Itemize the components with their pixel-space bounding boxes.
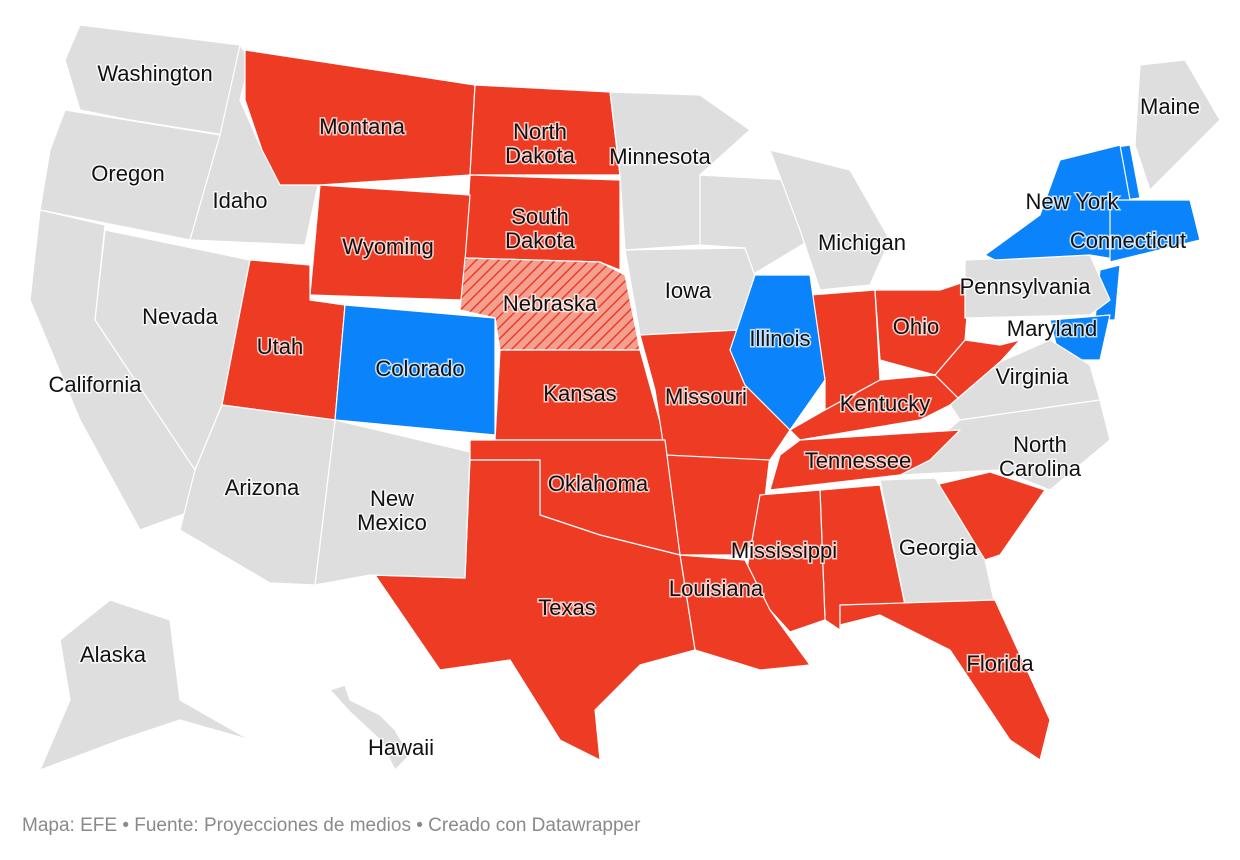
state-label: Montana bbox=[319, 114, 405, 139]
state-label: Wyoming bbox=[342, 234, 434, 259]
state-label: Georgia bbox=[899, 535, 978, 560]
state-label: Virginia bbox=[996, 364, 1070, 389]
state-shape bbox=[789, 374, 961, 441]
state-shape bbox=[609, 91, 751, 251]
state-label: South Dakota bbox=[505, 204, 575, 253]
state-label: Ohio bbox=[893, 314, 939, 339]
state-shape bbox=[769, 429, 961, 491]
state-label: Minnesota bbox=[609, 144, 711, 169]
state-shape bbox=[1134, 59, 1221, 191]
state-label: Kentucky bbox=[840, 391, 931, 416]
state-label: Utah bbox=[257, 334, 303, 359]
state-label: Alaska bbox=[80, 642, 147, 667]
state-label: Connecticut bbox=[1070, 228, 1186, 253]
state-label: Michigan bbox=[818, 230, 906, 255]
state-shape bbox=[879, 477, 996, 606]
state-label: Florida bbox=[966, 651, 1034, 676]
state-label: Louisiana bbox=[669, 576, 764, 601]
state-label: Kansas bbox=[543, 381, 616, 406]
state-label: New York bbox=[1026, 189, 1120, 214]
state-label: Arizona bbox=[225, 475, 300, 500]
state-label: Mississippi bbox=[731, 538, 837, 563]
state-label: New Mexico bbox=[357, 486, 427, 535]
state-label: California bbox=[49, 372, 143, 397]
state-label: North Dakota bbox=[505, 119, 575, 168]
state-label: Illinois bbox=[749, 326, 810, 351]
state-shapes bbox=[29, 24, 1221, 771]
state-shape bbox=[839, 599, 1051, 761]
state-label: Washington bbox=[97, 61, 212, 86]
state-label: Colorado bbox=[375, 356, 464, 381]
state-label: Hawaii bbox=[368, 735, 434, 760]
footer: Mapa: EFE • Fuente: Proyecciones de medi… bbox=[22, 815, 641, 836]
state-label: Missouri bbox=[665, 384, 747, 409]
map: Washington Oregon Idaho Montana North Dakota S… bbox=[29, 24, 1221, 771]
state-shape bbox=[179, 404, 336, 586]
state-label: Tennessee bbox=[805, 448, 911, 473]
state-label: North Carolina bbox=[999, 432, 1082, 481]
state-shape bbox=[329, 684, 411, 771]
state-shape bbox=[769, 149, 891, 291]
state-label: Nebraska bbox=[503, 291, 598, 316]
state-label: Nevada bbox=[142, 304, 219, 329]
state-shape bbox=[39, 599, 251, 771]
state-label: Pennsylvania bbox=[960, 274, 1092, 299]
state-shape bbox=[1109, 199, 1201, 263]
state-shape bbox=[374, 459, 696, 761]
state-label: Oklahoma bbox=[548, 471, 649, 496]
state-shape bbox=[874, 279, 971, 376]
state-label: Maryland bbox=[1007, 316, 1097, 341]
state-label: Iowa bbox=[665, 278, 712, 303]
state-label: Texas bbox=[538, 595, 595, 620]
state-shape bbox=[39, 109, 221, 241]
state-label: Maine bbox=[1140, 94, 1200, 119]
state-label: Idaho bbox=[212, 188, 267, 213]
state-label: Oregon bbox=[91, 161, 164, 186]
